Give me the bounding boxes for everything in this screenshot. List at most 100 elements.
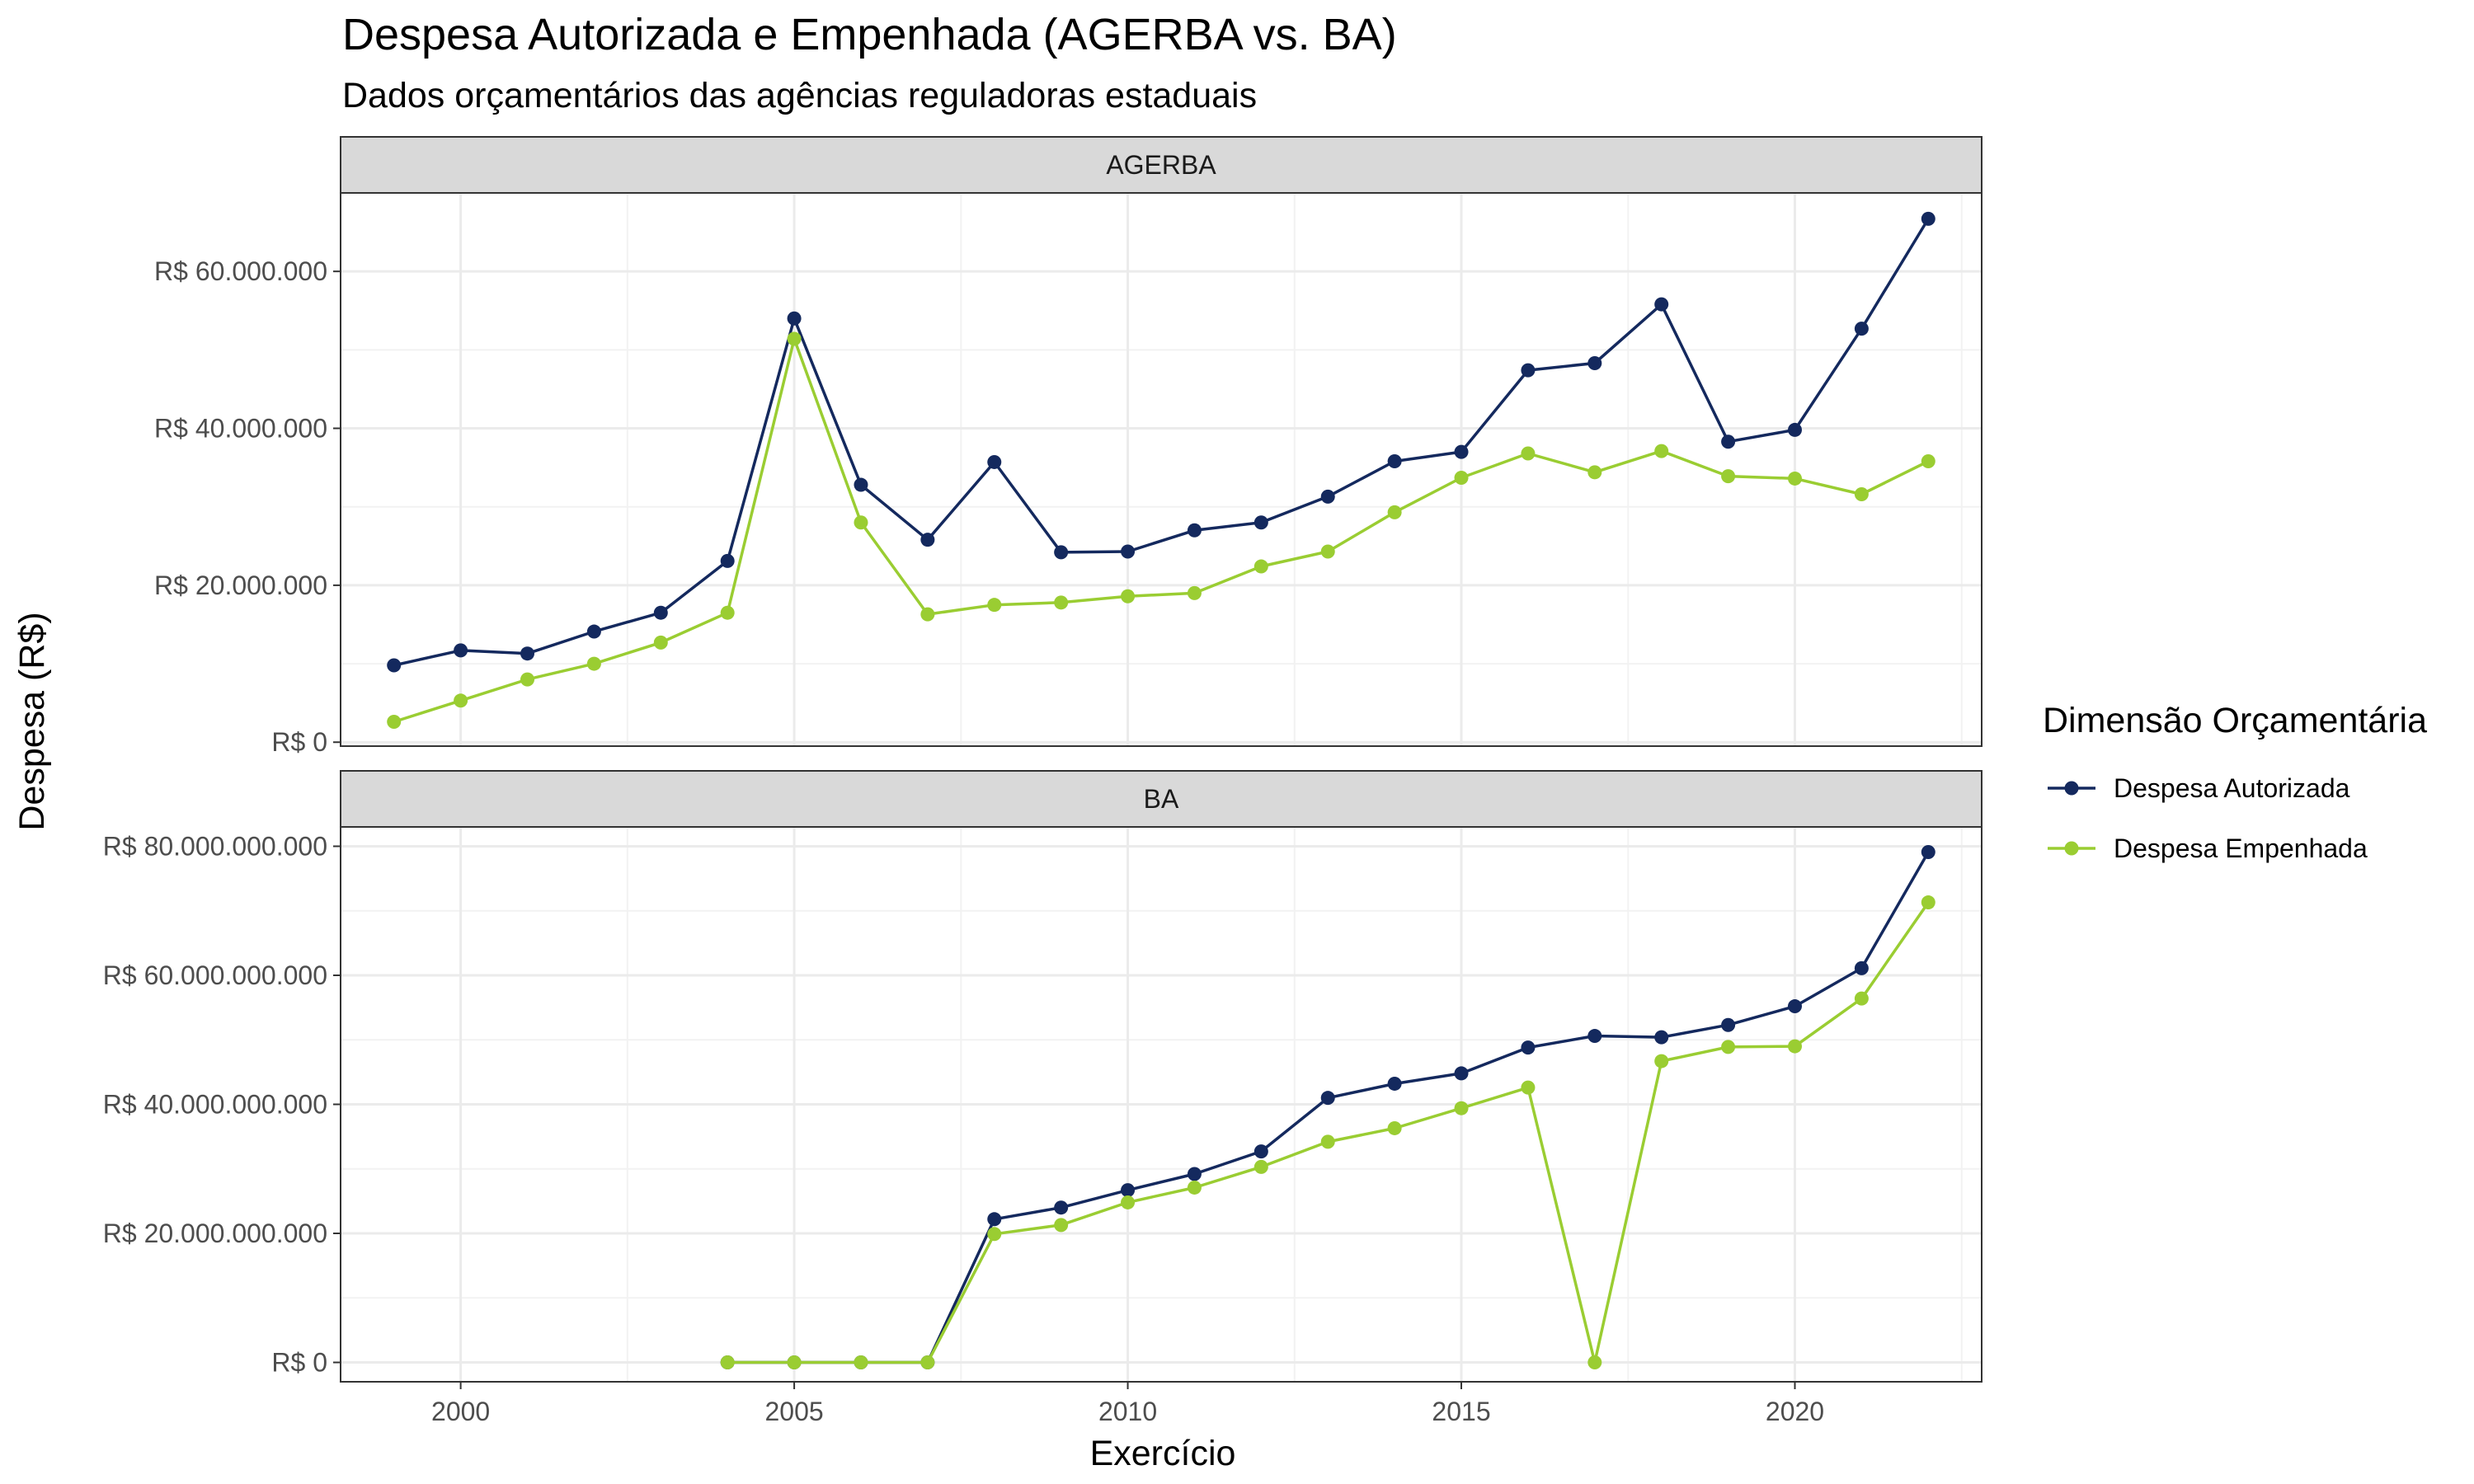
data-point-despesa-autorizada: [1721, 434, 1736, 449]
y-tick-label: R$ 40.000.000.000: [103, 1090, 327, 1120]
data-point-despesa-empenhada: [1454, 470, 1469, 485]
data-point-despesa-autorizada: [1253, 1144, 1268, 1159]
data-point-despesa-autorizada: [1587, 356, 1602, 371]
data-point-despesa-empenhada: [653, 635, 668, 650]
data-point-despesa-empenhada: [854, 1355, 868, 1370]
data-point-despesa-autorizada: [1121, 1183, 1136, 1198]
data-point-despesa-empenhada: [987, 1227, 1002, 1242]
y-tick-label: R$ 20.000.000.000: [103, 1219, 327, 1248]
data-point-despesa-empenhada: [1854, 486, 1869, 501]
y-tick-label: R$ 20.000.000: [154, 571, 327, 600]
data-point-despesa-empenhada: [1187, 1180, 1202, 1195]
data-point-despesa-empenhada: [1854, 991, 1869, 1006]
data-point-despesa-empenhada: [787, 331, 802, 346]
x-tick-label: 2015: [1432, 1397, 1490, 1426]
data-point-despesa-autorizada: [1654, 1030, 1669, 1045]
data-point-despesa-autorizada: [653, 605, 668, 620]
data-point-despesa-autorizada: [987, 454, 1002, 469]
data-point-despesa-autorizada: [787, 311, 802, 326]
data-point-despesa-autorizada: [586, 624, 601, 639]
data-point-despesa-empenhada: [1521, 1080, 1536, 1095]
facet-panel-ba: R$ 0 R$ 20.000.000.000 R$ 40.000.000.000 R$…: [103, 770, 1982, 1426]
data-point-despesa-autorizada: [920, 533, 935, 547]
facet-strip-label: AGERBA: [1106, 150, 1216, 180]
data-point-despesa-empenhada: [1320, 544, 1335, 559]
data-point-despesa-empenhada: [1187, 585, 1202, 600]
data-point-despesa-empenhada: [787, 1355, 802, 1370]
data-point-despesa-empenhada: [920, 1355, 935, 1370]
data-point-despesa-autorizada: [1387, 454, 1402, 469]
facet-strip: [340, 770, 1982, 828]
data-point-despesa-autorizada: [1320, 489, 1335, 504]
data-point-despesa-autorizada: [854, 477, 868, 492]
data-point-despesa-empenhada: [1787, 471, 1802, 486]
data-point-despesa-autorizada: [1854, 322, 1869, 336]
data-point-despesa-empenhada: [1521, 446, 1536, 461]
y-axis-title: Despesa (R$): [12, 612, 52, 830]
chart-title: Despesa Autorizada e Empenhada (AGERBA v…: [342, 10, 1397, 59]
x-tick-label: 2000: [431, 1397, 490, 1426]
data-point-despesa-autorizada: [1187, 1167, 1202, 1181]
data-point-despesa-autorizada: [454, 643, 468, 658]
legend-label: Despesa Autorizada: [2114, 773, 2350, 803]
data-point-despesa-empenhada: [987, 598, 1002, 613]
data-point-despesa-autorizada: [1921, 211, 1935, 226]
data-point-despesa-autorizada: [1521, 363, 1536, 378]
data-point-despesa-empenhada: [586, 656, 601, 671]
data-point-despesa-empenhada: [1054, 1218, 1069, 1233]
data-point-despesa-empenhada: [720, 1355, 735, 1370]
data-point-despesa-empenhada: [1921, 454, 1935, 469]
series-line-despesa-autorizada: [393, 218, 1930, 667]
data-point-despesa-empenhada: [1387, 505, 1402, 519]
data-point-despesa-autorizada: [1787, 999, 1802, 1014]
data-point-despesa-empenhada: [720, 605, 735, 620]
x-tick-label: 2010: [1098, 1397, 1157, 1426]
data-point-despesa-autorizada: [1854, 960, 1869, 975]
facet-panels: R$ 0 R$ 20.000.000 R$ 40.000.000 R$ 60.000.…: [103, 136, 1982, 1426]
data-point-despesa-empenhada: [454, 693, 468, 708]
legend-key-point: [2064, 841, 2079, 856]
data-point-despesa-empenhada: [1121, 1195, 1136, 1209]
data-point-despesa-autorizada: [1654, 297, 1669, 312]
data-point-despesa-empenhada: [387, 714, 402, 729]
y-tick-label: R$ 80.000.000.000: [103, 831, 327, 861]
facet-strip-label: BA: [1144, 784, 1179, 814]
data-point-despesa-empenhada: [1320, 1134, 1335, 1149]
data-point-despesa-empenhada: [1921, 895, 1935, 910]
legend: Dimensão Orçamentária Despesa Autorizada…: [2043, 701, 2427, 863]
y-tick-label: R$ 0: [271, 727, 327, 757]
series-line-despesa-empenhada: [393, 337, 1930, 724]
data-point-despesa-autorizada: [1454, 444, 1469, 459]
data-point-despesa-empenhada: [1054, 595, 1069, 610]
data-point-despesa-empenhada: [1253, 559, 1268, 574]
data-point-despesa-autorizada: [1721, 1017, 1736, 1032]
data-point-despesa-empenhada: [1654, 444, 1669, 458]
legend-title: Dimensão Orçamentária: [2043, 701, 2427, 740]
data-point-despesa-empenhada: [1721, 469, 1736, 484]
data-point-despesa-empenhada: [854, 515, 868, 530]
data-point-despesa-autorizada: [1521, 1040, 1536, 1055]
y-tick-label: R$ 60.000.000: [154, 256, 327, 286]
data-point-despesa-autorizada: [1454, 1066, 1469, 1081]
chart-subtitle: Dados orçamentários das agências regulad…: [342, 76, 1257, 115]
legend-item: Despesa Autorizada: [2048, 773, 2350, 803]
data-point-despesa-autorizada: [1054, 1200, 1069, 1215]
x-axis-title: Exercício: [1090, 1434, 1236, 1473]
data-point-despesa-autorizada: [1387, 1076, 1402, 1091]
y-tick-label: R$ 60.000.000.000: [103, 960, 327, 990]
data-point-despesa-autorizada: [1921, 845, 1935, 860]
data-point-despesa-empenhada: [1721, 1040, 1736, 1054]
data-point-despesa-autorizada: [1187, 523, 1202, 538]
data-point-despesa-empenhada: [520, 672, 535, 687]
data-point-despesa-autorizada: [520, 646, 535, 661]
data-point-despesa-autorizada: [1787, 422, 1802, 437]
data-point-despesa-empenhada: [1121, 589, 1136, 603]
legend-item: Despesa Empenhada: [2048, 834, 2368, 863]
legend-key-point: [2064, 781, 2079, 796]
y-tick-label: R$ 40.000.000: [154, 414, 327, 444]
data-point-despesa-autorizada: [387, 658, 402, 673]
data-point-despesa-autorizada: [1587, 1029, 1602, 1044]
legend-label: Despesa Empenhada: [2114, 834, 2368, 863]
data-point-despesa-autorizada: [1121, 544, 1136, 559]
